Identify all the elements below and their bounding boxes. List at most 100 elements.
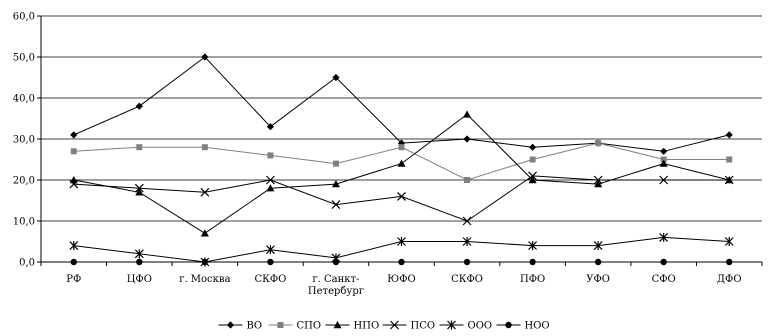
legend-label: ПСО	[411, 321, 436, 332]
legend-label: СПО	[297, 321, 322, 332]
data-point-series-2	[726, 156, 733, 163]
y-tick-labels: 0,0 10,0 20,0 30,0 40,0 50,0 60,0	[13, 12, 35, 269]
data-point-series-6	[201, 258, 209, 266]
x-tick-label: СФО	[652, 274, 676, 285]
data-point-series-4	[200, 187, 210, 197]
data-point-series-3	[463, 110, 472, 118]
data-point-series-2	[70, 148, 77, 155]
data-point-series-6	[398, 258, 405, 266]
legend: ВО СПО НПО ПСО ООО НОО	[218, 320, 550, 332]
data-point-legend-marker	[447, 320, 456, 330]
x-tick-label: УФО	[586, 274, 610, 285]
data-point-series-6	[726, 258, 733, 266]
x-tick-label: СКФО	[254, 274, 286, 285]
legend-item: НПО	[325, 321, 380, 332]
data-point-legend-marker	[226, 321, 235, 329]
legend-item: НОО	[496, 321, 550, 332]
grid-lines	[41, 15, 762, 222]
series-6	[70, 258, 733, 266]
data-point-series-6	[136, 258, 143, 266]
data-point-series-6	[660, 258, 667, 266]
series-1	[70, 53, 733, 155]
data-point-series-5	[593, 241, 603, 251]
data-point-series-3	[266, 184, 275, 192]
y-tick-label: 0,0	[19, 258, 35, 269]
data-point-series-4	[134, 183, 144, 193]
series-line	[73, 113, 730, 234]
series-line	[73, 56, 730, 152]
data-point-series-6	[70, 258, 77, 266]
series-line	[73, 175, 730, 222]
legend-label: НПО	[354, 321, 380, 332]
legend-label: ВО	[247, 321, 263, 332]
legend-label: НОО	[525, 321, 550, 332]
data-point-series-1	[660, 147, 668, 155]
series-lines	[69, 53, 734, 267]
data-point-series-3	[331, 180, 340, 188]
x-tick-label: ДФО	[717, 274, 742, 285]
data-point-series-2	[398, 144, 405, 151]
x-tick-label: СКФО	[451, 274, 483, 285]
data-point-series-1	[725, 131, 733, 139]
data-point-series-3	[594, 180, 603, 188]
legend-item: ВО	[218, 321, 263, 332]
data-point-series-6	[267, 258, 274, 266]
data-point-series-3	[659, 159, 668, 167]
y-tick-label: 40,0	[13, 94, 35, 105]
data-point-series-2	[136, 144, 143, 151]
x-tick-labels: РФ ЦФО г. Москва СКФО г. Санкт-Петербург ЮФО С…	[66, 274, 741, 297]
data-point-series-5	[397, 237, 406, 246]
legend-label: ООО	[468, 321, 493, 332]
x-tick-label: г. Санкт-Петербург	[308, 274, 364, 297]
data-point-series-1	[332, 73, 340, 82]
data-point-series-6	[594, 258, 602, 266]
data-point-series-5	[528, 241, 538, 251]
data-point-series-2	[464, 177, 471, 183]
data-point-series-5	[69, 241, 79, 251]
series-2	[70, 140, 733, 183]
series-4	[69, 171, 734, 226]
series-3	[69, 110, 734, 237]
data-point-series-4	[724, 175, 734, 185]
data-point-series-4	[528, 171, 538, 181]
data-point-series-3	[135, 188, 144, 196]
data-point-series-5	[659, 232, 669, 242]
data-point-legend-marker	[333, 321, 342, 329]
data-point-series-5	[724, 237, 734, 246]
data-point-series-4	[331, 200, 341, 210]
data-point-series-1	[201, 53, 209, 61]
data-point-series-5	[265, 245, 275, 255]
data-point-series-2	[267, 152, 274, 159]
data-point-series-5	[134, 249, 144, 259]
x-tick-label: ЦФО	[127, 274, 152, 285]
x-tick-label: РФ	[66, 274, 81, 285]
data-point-series-2	[201, 144, 208, 151]
data-point-series-4	[659, 175, 669, 185]
data-point-series-1	[70, 131, 78, 139]
y-tick-label: 50,0	[13, 53, 35, 64]
data-point-series-3	[200, 229, 209, 237]
data-point-legend-marker	[390, 320, 399, 330]
y-tick-label: 10,0	[13, 217, 35, 228]
x-tick-label: ПФО	[520, 274, 545, 285]
x-tick-label: ЮФО	[387, 274, 415, 285]
legend-item: ПСО	[382, 320, 436, 332]
x-tick-label: г. Москва	[179, 274, 230, 285]
data-point-series-3	[528, 176, 537, 184]
data-point-series-4	[69, 179, 79, 189]
data-point-series-5	[462, 237, 472, 246]
data-point-series-1	[135, 102, 143, 110]
data-point-series-6	[332, 258, 340, 266]
data-point-series-1	[528, 143, 537, 151]
data-point-series-4	[593, 175, 603, 185]
y-tick-label: 60,0	[13, 12, 35, 23]
data-point-series-4	[397, 191, 406, 201]
data-point-series-2	[332, 160, 339, 167]
data-point-series-4	[462, 216, 472, 226]
data-point-series-1	[463, 135, 471, 143]
data-point-series-3	[397, 159, 406, 167]
data-point-series-2	[529, 156, 536, 163]
data-point-legend-marker	[505, 321, 512, 329]
